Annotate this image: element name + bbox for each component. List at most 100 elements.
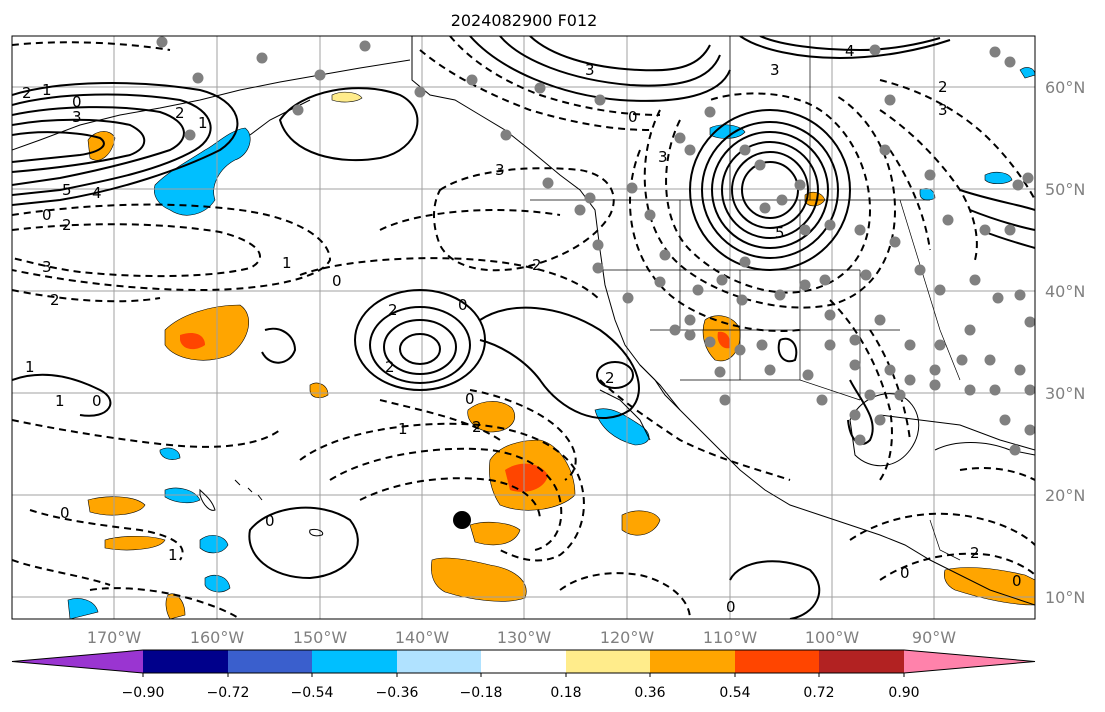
lon-label: 150°W	[293, 628, 348, 647]
station-dot	[734, 344, 746, 356]
colorbar-tick-label: 0.18	[550, 685, 581, 701]
station-dot	[669, 324, 681, 336]
station-dot	[824, 309, 836, 321]
station-dot	[904, 374, 916, 386]
contour-label: 0	[726, 598, 736, 616]
contour-label: 3	[770, 61, 780, 79]
contour-label: 0	[265, 512, 275, 530]
contour-label: 1	[42, 81, 52, 99]
contour-label: 2	[388, 301, 398, 319]
colorbar-tick-label: −0.90	[122, 685, 165, 701]
station-dot	[989, 46, 1001, 58]
negative-anomaly-region	[1019, 67, 1035, 79]
negative-anomaly-region	[67, 598, 99, 619]
station-dot	[736, 294, 748, 306]
station-dot	[714, 366, 726, 378]
station-dot	[989, 384, 1001, 396]
contour-label: 2	[22, 84, 32, 102]
station-dot	[1004, 224, 1016, 236]
contour-label: 5	[775, 224, 785, 242]
contour-label: 3	[658, 148, 668, 166]
colorbar-tick-label: 0.90	[888, 685, 919, 701]
colorbar-segment	[650, 650, 735, 673]
contour-label: 0	[465, 390, 475, 408]
station-dot	[466, 74, 478, 86]
station-dot	[924, 169, 936, 181]
colorbar-tick-label: −0.54	[291, 685, 334, 701]
station-dot	[574, 204, 586, 216]
contour-label: 3	[495, 161, 505, 179]
station-dot	[964, 324, 976, 336]
strong-positive-anomaly-region	[717, 331, 731, 349]
station-dot	[849, 359, 861, 371]
station-dot	[884, 94, 896, 106]
lon-label: 120°W	[600, 628, 655, 647]
contours-dashed	[12, 36, 1035, 619]
colorbar-tick-label: −0.36	[376, 685, 419, 701]
station-dot	[759, 202, 771, 214]
contour-label: 3	[585, 61, 595, 79]
colorbar-tick-labels: −0.90 −0.72 −0.54 −0.36 −0.18 0.18 0.36 …	[122, 685, 920, 701]
station-dot	[824, 339, 836, 351]
station-dot	[964, 384, 976, 396]
station-dot	[894, 389, 906, 401]
contour-label: 3	[938, 101, 948, 119]
station-dot	[1024, 424, 1035, 436]
contour-label: 1	[168, 546, 178, 564]
station-dot	[592, 239, 604, 251]
positive-anomaly-region	[621, 510, 661, 536]
station-dot	[799, 224, 811, 236]
contour-label: 4	[845, 42, 855, 60]
contour-label: 2	[50, 291, 60, 309]
station-dot	[849, 334, 861, 346]
map-frame	[11, 35, 1036, 620]
station-dot	[716, 274, 728, 286]
lat-label: 60°N	[1045, 78, 1085, 97]
station-dot	[684, 314, 696, 326]
lat-label: 20°N	[1045, 486, 1085, 505]
station-dot	[592, 262, 604, 274]
station-dot	[884, 364, 896, 376]
colorbar-tick-label: −0.18	[460, 685, 503, 701]
station-dot	[754, 159, 766, 171]
contour-label: 0	[42, 206, 52, 224]
station-dot	[692, 284, 704, 296]
contour-label: 1	[198, 114, 208, 132]
contour-label: 0	[92, 392, 102, 410]
storm-center-marker	[453, 511, 471, 529]
station-dot	[849, 409, 861, 421]
contour-label: 1	[25, 358, 35, 376]
colorbar-segment	[819, 650, 904, 673]
lat-label: 30°N	[1045, 384, 1085, 403]
station-dots	[156, 36, 1035, 456]
station-dot	[824, 219, 836, 231]
graticule	[12, 36, 1035, 619]
strong-positive-anomaly-region	[180, 333, 205, 350]
station-dot	[156, 36, 168, 48]
contour-label: 1	[398, 420, 408, 438]
positive-anomaly-region	[469, 521, 521, 546]
station-dot	[1024, 384, 1035, 396]
contour-label: 0	[628, 108, 638, 126]
station-dot	[704, 336, 716, 348]
strong-positive-anomaly-region	[505, 463, 548, 492]
lon-label: 100°W	[805, 628, 860, 647]
station-dot	[1009, 444, 1021, 456]
station-dot	[1024, 316, 1035, 328]
contour-label: 1	[55, 392, 65, 410]
station-dot	[500, 129, 512, 141]
station-dot	[594, 94, 606, 106]
station-dot	[739, 256, 751, 268]
station-dot	[969, 274, 981, 286]
station-dot	[816, 394, 828, 406]
lon-label: 160°W	[190, 628, 245, 647]
station-dot	[929, 364, 941, 376]
contour-label: 0	[332, 272, 342, 290]
colorbar-segment	[566, 650, 650, 673]
negative-anomaly-region	[153, 127, 251, 216]
station-dot	[719, 394, 731, 406]
station-dot	[1022, 172, 1034, 184]
colorbar-segment	[228, 650, 312, 673]
contour-label: 4	[92, 184, 102, 202]
